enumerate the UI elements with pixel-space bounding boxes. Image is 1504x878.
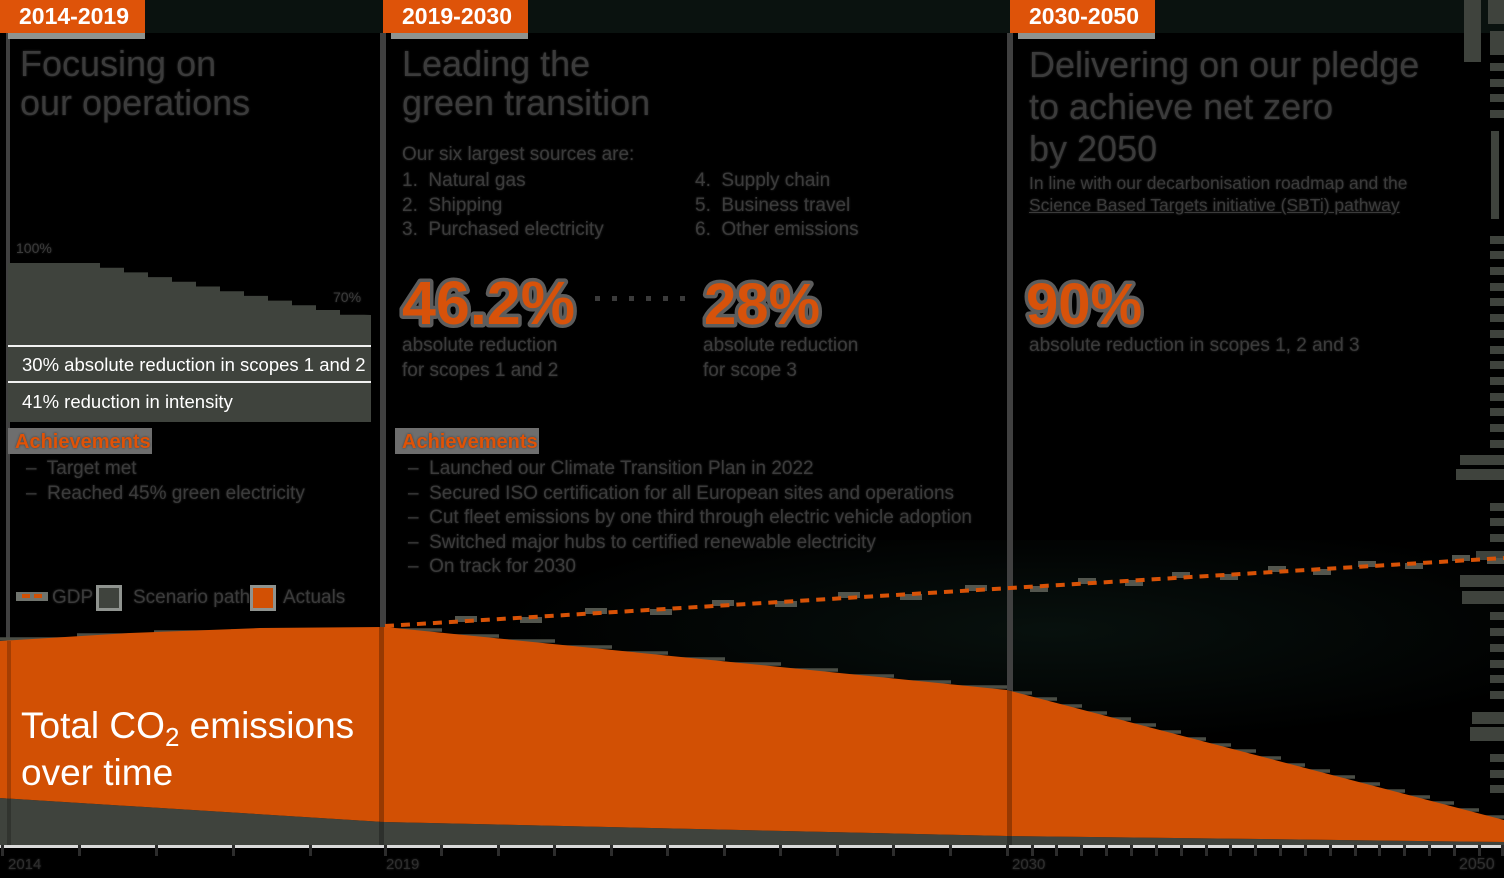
svg-text:90%: 90% <box>1026 272 1142 337</box>
svg-text:28%: 28% <box>704 272 820 337</box>
svg-text:46.2%: 46.2% <box>402 269 575 337</box>
